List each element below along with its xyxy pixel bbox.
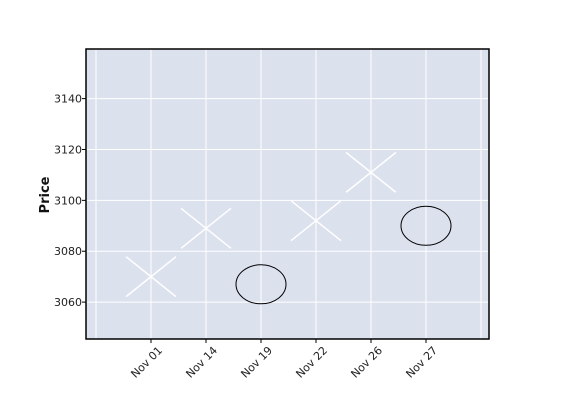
x-tick-label: Nov 14 [183, 344, 220, 381]
y-tick-label: 3140 [54, 93, 82, 106]
plot-frame [85, 48, 490, 340]
x-tick-label: Nov 26 [348, 344, 385, 381]
x-tick-label: Nov 22 [293, 344, 330, 381]
y-tick-label: 3120 [54, 143, 82, 156]
y-tick-label: 3080 [54, 245, 82, 258]
x-marker [290, 200, 342, 242]
y-tick-label: 3100 [54, 194, 82, 207]
y-tick-label: 3060 [54, 296, 82, 309]
data-markers [125, 151, 452, 305]
circle-marker [400, 205, 452, 246]
x-tick-label: Nov 27 [403, 344, 440, 381]
x-tick-label: Nov 19 [238, 344, 275, 381]
x-tick-label: Nov 01 [128, 344, 165, 381]
plot-background [86, 49, 489, 339]
circle-marker [235, 264, 287, 305]
x-marker [125, 256, 177, 298]
y-axis-title: Price [38, 176, 53, 213]
x-marker [180, 207, 232, 249]
x-marker [345, 151, 397, 193]
gridlines [86, 49, 489, 339]
